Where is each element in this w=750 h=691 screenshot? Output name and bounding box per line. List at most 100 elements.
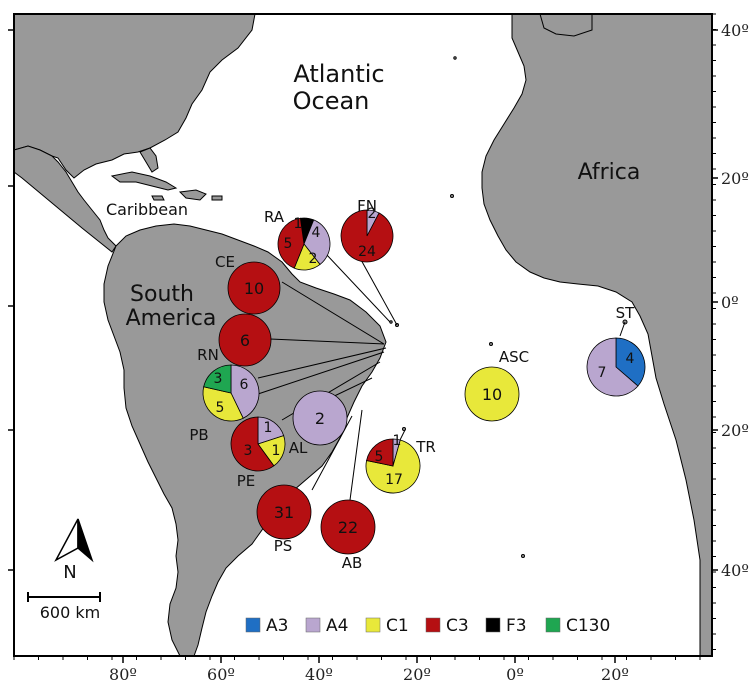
connector-pb-2 bbox=[257, 351, 385, 395]
connector-tr bbox=[399, 429, 406, 441]
caribbean-label: Caribbean bbox=[106, 200, 188, 219]
pie-count-label: 22 bbox=[338, 518, 358, 537]
pie-fn: 2 24 FN bbox=[340, 197, 394, 263]
pie-st: 4 7 ST bbox=[586, 304, 646, 397]
legend-label-a3: A3 bbox=[266, 616, 288, 636]
site-label-ps: PS bbox=[274, 537, 293, 555]
island-tr bbox=[402, 427, 406, 431]
pie-ce: 10 CE bbox=[215, 253, 281, 315]
legend-swatch-a4 bbox=[305, 617, 321, 633]
pie-count-label: 5 bbox=[375, 449, 384, 465]
site-label-tr: TR bbox=[415, 438, 436, 456]
south-america-label-2: America bbox=[126, 306, 217, 331]
pie-slice-c1 bbox=[464, 366, 520, 422]
pie-slice-c3 bbox=[218, 313, 272, 367]
connector-fn bbox=[359, 257, 398, 326]
connector-ab bbox=[349, 409, 363, 501]
connector-ce bbox=[281, 281, 385, 345]
axes: 40º 20º 0º 20º 40º 80º 60º 40º 20º 0º 20º bbox=[8, 13, 749, 684]
pie-slice-c1 bbox=[202, 386, 244, 422]
site-label-ab: AB bbox=[342, 554, 363, 572]
pie-count-label: 10 bbox=[482, 385, 502, 404]
site-label-st: ST bbox=[616, 304, 636, 322]
pie-count-label: 1 bbox=[272, 443, 281, 459]
pie-slice-c3 bbox=[366, 438, 394, 467]
island-azores bbox=[453, 56, 457, 60]
pie-slice-c3 bbox=[256, 484, 312, 540]
pie-count-label: 5 bbox=[216, 400, 225, 416]
north-arrow-right bbox=[77, 518, 94, 563]
pie-count-label: 2 bbox=[315, 409, 325, 428]
pie-count-label: 17 bbox=[385, 472, 403, 488]
legend: A3 A4 C1 C3 F3 C130 bbox=[245, 616, 610, 636]
bottom-axis-label: 80º bbox=[109, 665, 137, 684]
connector-pb-1 bbox=[257, 347, 387, 379]
right-axis-label: 40º bbox=[721, 561, 749, 580]
puerto-rico bbox=[211, 195, 223, 201]
pie-ab: 22 AB bbox=[320, 499, 376, 572]
right-axis-label: 0º bbox=[721, 293, 739, 312]
pie-count-label: 4 bbox=[312, 225, 321, 241]
pie-count-label: 24 bbox=[358, 244, 376, 260]
pie-count-label: 10 bbox=[244, 279, 264, 298]
south-america-label-1: South bbox=[130, 282, 194, 307]
pie-count-label: 1 bbox=[264, 420, 273, 436]
ocean-label: Atlantic bbox=[293, 60, 384, 88]
right-axis-label: 40º bbox=[721, 21, 749, 40]
bottom-axis-label: 60º bbox=[207, 665, 235, 684]
iberia bbox=[539, 14, 593, 37]
pie-slice-a4 bbox=[303, 219, 331, 266]
pie-count-label: 2 bbox=[368, 206, 377, 222]
island-asc bbox=[489, 342, 493, 346]
legend-label-c1: C1 bbox=[386, 616, 409, 636]
africa-label: Africa bbox=[578, 160, 641, 185]
pie-slice-c3 bbox=[227, 261, 281, 315]
pie-count-label: 1 bbox=[393, 433, 402, 449]
legend-label-c130: C130 bbox=[566, 616, 610, 636]
bottom-axis-label: 20º bbox=[403, 665, 431, 684]
pie-slice-c3 bbox=[277, 217, 305, 269]
right-axis-label: 20º bbox=[721, 169, 749, 188]
map-frame bbox=[13, 13, 713, 657]
island-ra bbox=[389, 320, 393, 324]
hispaniola bbox=[178, 189, 207, 201]
legend-swatch-f3 bbox=[485, 617, 501, 633]
legend-swatch-c130 bbox=[545, 617, 561, 633]
jamaica bbox=[151, 195, 165, 201]
pie-asc: 10 ASC bbox=[464, 348, 529, 422]
site-label-ra: RA bbox=[264, 208, 285, 226]
pie-count-label: 1 bbox=[294, 216, 303, 232]
legend-swatch-c1 bbox=[365, 617, 381, 633]
pie-count-label: 3 bbox=[244, 443, 253, 459]
site-label-asc: ASC bbox=[499, 348, 529, 366]
legend-label-c3: C3 bbox=[446, 616, 469, 636]
pie-count-label: 31 bbox=[274, 503, 294, 522]
pie-count-label: 6 bbox=[240, 377, 249, 393]
north-arrow: N bbox=[54, 518, 94, 583]
connector-ra bbox=[325, 253, 391, 323]
pie-rn: 6 RN bbox=[197, 313, 272, 367]
legend-label-f3: F3 bbox=[506, 616, 527, 636]
pie-count-label: 5 bbox=[284, 236, 293, 252]
island-cv bbox=[450, 194, 454, 198]
north-label: N bbox=[63, 562, 76, 583]
scale-label: 600 km bbox=[40, 603, 100, 622]
pie-count-label: 3 bbox=[214, 371, 223, 387]
pie-slice-c3 bbox=[230, 416, 275, 472]
legend-swatch-c3 bbox=[425, 617, 441, 633]
bottom-axis-label: 0º bbox=[506, 665, 524, 684]
florida bbox=[139, 147, 159, 173]
pie-count-label: 4 bbox=[626, 351, 635, 367]
pie-slice-c1 bbox=[365, 439, 421, 494]
island-sh bbox=[521, 554, 525, 558]
pie-slice-a3 bbox=[615, 337, 646, 387]
pie-al: 2 AL bbox=[289, 390, 348, 457]
connector-st bbox=[619, 321, 626, 337]
pie-slice-a4 bbox=[292, 390, 348, 446]
legend-label-a4: A4 bbox=[326, 616, 348, 636]
pie-slice-a4 bbox=[230, 364, 260, 419]
ocean-label-2: Ocean bbox=[293, 87, 370, 115]
site-label-al: AL bbox=[289, 439, 308, 457]
pie-slice-c3 bbox=[320, 499, 376, 555]
